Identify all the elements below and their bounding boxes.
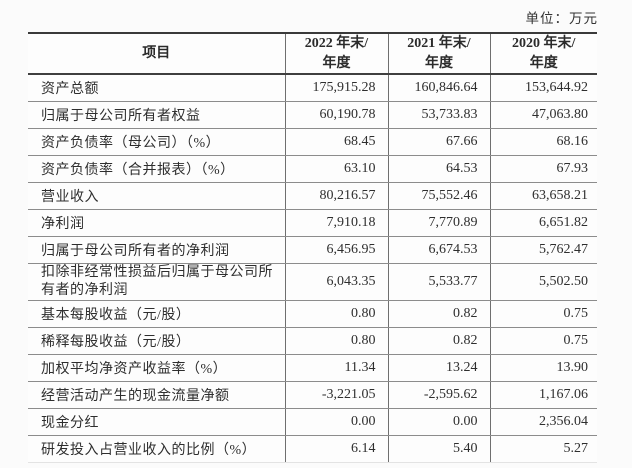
cell-value: 6.14 [284,435,388,464]
cell-value: 60,190.78 [284,101,388,129]
row-label: 基本每股收益（元/股） [28,300,285,329]
cell-value: 53,733.83 [387,101,490,129]
cell-value: 63.10 [284,155,388,183]
column-header-item: 项目 [28,33,285,76]
row-label: 稀释每股收益（元/股） [28,327,285,356]
cell-value: 7,910.18 [284,209,388,237]
cell-value: 5,533.77 [387,263,490,302]
table-row: 现金分红 0.00 0.00 2,356.04 [28,408,597,437]
row-label: 经营活动产生的现金流量净额 [28,381,285,410]
row-label: 资产总额 [28,74,285,102]
cell-value: 6,674.53 [387,236,490,264]
financial-summary-table: 项目 2022 年末/ 年度 2021 年末/ 年度 2020 年末/ 年度 资… [28,32,597,464]
cell-value: 153,644.92 [489,74,597,102]
table-row: 基本每股收益（元/股） 0.80 0.82 0.75 [28,300,597,329]
cell-value: 2,356.04 [489,408,597,437]
row-label: 加权平均净资产收益率（%） [28,354,285,383]
cell-value: -3,221.05 [284,381,388,410]
unit-label: 单位：万元 [525,11,598,26]
table-header-row: 项目 2022 年末/ 年度 2021 年末/ 年度 2020 年末/ 年度 [28,33,597,76]
row-label: 现金分红 [28,408,285,437]
cell-value: 47,063.80 [489,101,597,129]
table-row: 加权平均净资产收益率（%） 11.34 13.24 13.90 [28,354,597,383]
cell-value: 13.90 [489,354,597,383]
table-row: 净利润 7,910.18 7,770.89 6,651.82 [28,209,597,237]
row-label: 资产负债率（母公司）（%） [28,128,285,156]
cell-value: 67.93 [489,155,597,183]
cell-value: 0.75 [489,327,597,356]
cell-value: 6,651.82 [489,209,597,237]
cell-value: 75,552.46 [387,182,490,210]
table-row: 经营活动产生的现金流量净额 -3,221.05 -2,595.62 1,167.… [28,381,597,410]
table-row: 扣除非经常性损益后归属于母公司所有者的净利润 6,043.35 5,533.77… [28,263,597,302]
row-label: 归属于母公司所有者的净利润 [28,236,285,264]
cell-value: 0.82 [387,327,490,356]
cell-value: 64.53 [387,155,490,183]
cell-value: 5,502.50 [489,263,597,302]
cell-value: 0.00 [387,408,490,437]
table-row: 归属于母公司所有者权益 60,190.78 53,733.83 47,063.8… [28,101,597,129]
row-label: 资产负债率（合并报表）（%） [28,155,285,183]
cell-value: 175,915.28 [284,74,388,102]
cell-value: 63,658.21 [489,182,597,210]
table-row: 归属于母公司所有者的净利润 6,456.95 6,674.53 5,762.47 [28,236,597,264]
row-label: 归属于母公司所有者权益 [28,101,285,129]
table-row: 稀释每股收益（元/股） 0.80 0.82 0.75 [28,327,597,356]
cell-value: 6,456.95 [284,236,388,264]
row-label: 营业收入 [28,182,285,210]
cell-value: -2,595.62 [387,381,490,410]
cell-value: 0.80 [284,300,388,329]
table-row: 研发投入占营业收入的比例（%） 6.14 5.40 5.27 [28,435,597,464]
row-label: 净利润 [28,209,285,237]
cell-value: 160,846.64 [387,74,490,102]
cell-value: 5,762.47 [489,236,597,264]
cell-value: 0.82 [387,300,490,329]
table-row: 资产总额 175,915.28 160,846.64 153,644.92 [28,74,597,102]
cell-value: 67.66 [387,128,490,156]
table-row: 资产负债率（母公司）（%） 68.45 67.66 68.16 [28,128,597,156]
cell-value: 0.75 [489,300,597,329]
cell-value: 0.00 [284,408,388,437]
row-label: 扣除非经常性损益后归属于母公司所有者的净利润 [28,263,285,302]
cell-value: 11.34 [284,354,388,383]
cell-value: 68.45 [284,128,388,156]
cell-value: 80,216.57 [284,182,388,210]
cell-value: 0.80 [284,327,388,356]
column-header-2021: 2021 年末/ 年度 [387,33,490,76]
column-header-2020: 2020 年末/ 年度 [489,33,597,76]
cell-value: 5.40 [387,435,490,464]
cell-value: 68.16 [489,128,597,156]
cell-value: 7,770.89 [387,209,490,237]
column-header-2022: 2022 年末/ 年度 [284,33,388,76]
cell-value: 6,043.35 [284,263,388,302]
table-row: 资产负债率（合并报表）（%） 63.10 64.53 67.93 [28,155,597,183]
cell-value: 13.24 [387,354,490,383]
row-label: 研发投入占营业收入的比例（%） [28,435,285,464]
cell-value: 1,167.06 [489,381,597,410]
table-row: 营业收入 80,216.57 75,552.46 63,658.21 [28,182,597,210]
cell-value: 5.27 [489,435,597,464]
